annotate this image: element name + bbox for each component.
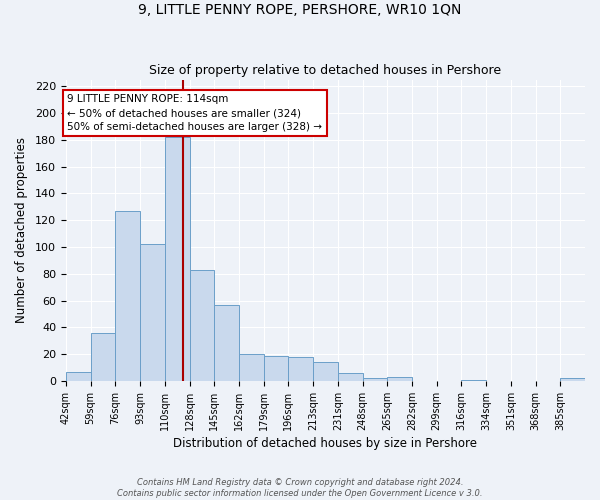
Bar [461,380,486,381]
Bar [214,304,239,381]
Bar [91,332,115,381]
Text: 9, LITTLE PENNY ROPE, PERSHORE, WR10 1QN: 9, LITTLE PENNY ROPE, PERSHORE, WR10 1QN [139,2,461,16]
Title: Size of property relative to detached houses in Pershore: Size of property relative to detached ho… [149,64,502,77]
Bar [239,354,263,381]
Bar [313,362,338,381]
Bar [362,378,387,381]
Bar [289,357,313,381]
Text: Contains HM Land Registry data © Crown copyright and database right 2024.
Contai: Contains HM Land Registry data © Crown c… [117,478,483,498]
Text: 9 LITTLE PENNY ROPE: 114sqm
← 50% of detached houses are smaller (324)
50% of se: 9 LITTLE PENNY ROPE: 114sqm ← 50% of det… [67,94,322,132]
Bar [263,356,289,381]
Y-axis label: Number of detached properties: Number of detached properties [15,138,28,324]
Bar [190,270,214,381]
Bar [165,137,190,381]
Bar [66,372,91,381]
Bar [140,244,165,381]
Bar [338,373,362,381]
Bar [387,377,412,381]
Bar [560,378,585,381]
Bar [115,211,140,381]
X-axis label: Distribution of detached houses by size in Pershore: Distribution of detached houses by size … [173,437,478,450]
